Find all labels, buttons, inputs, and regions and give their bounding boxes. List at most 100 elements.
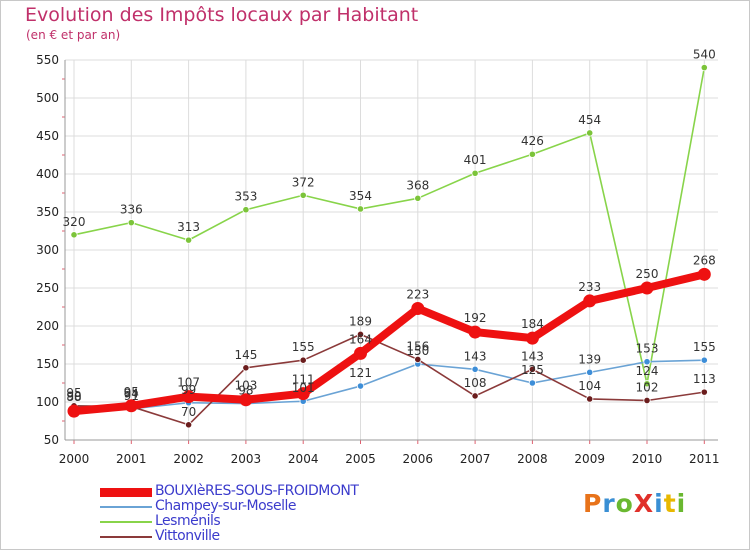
data-label-lesm-nils: 540 <box>693 48 716 62</box>
data-point-bouxi-res-sous-froidmont <box>583 294 597 308</box>
x-tick-label: 2000 <box>59 452 90 466</box>
x-tick-label: 2007 <box>460 452 491 466</box>
data-label-lesm-nils: 320 <box>63 215 86 229</box>
data-label-lesm-nils: 368 <box>406 178 429 192</box>
data-label-champey-sur-moselle: 90 <box>66 390 81 404</box>
data-label-vittonville: 145 <box>234 348 257 362</box>
data-label-lesm-nils: 124 <box>636 364 659 378</box>
data-point-vittonville <box>586 395 594 403</box>
data-label-champey-sur-moselle: 101 <box>292 381 315 395</box>
data-point-bouxi-res-sous-froidmont <box>239 393 253 407</box>
x-tick-label: 2004 <box>288 452 319 466</box>
data-point-lesm-nils <box>127 219 135 227</box>
data-point-champey-sur-moselle <box>586 368 594 376</box>
chart-subtitle: (en € et par an) <box>26 28 121 42</box>
series-line-bouxi-res-sous-froidmont <box>70 270 709 416</box>
data-label-champey-sur-moselle: 150 <box>406 344 429 358</box>
data-label-champey-sur-moselle: 99 <box>181 383 196 397</box>
data-label-bouxi-res-sous-froidmont: 103 <box>234 379 257 393</box>
data-label-champey-sur-moselle: 121 <box>349 366 372 380</box>
data-point-bouxi-res-sous-froidmont <box>697 267 711 281</box>
series-line-vittonville <box>73 333 706 426</box>
y-tick-label: 500 <box>36 91 59 105</box>
data-point-champey-sur-moselle <box>700 356 708 364</box>
legend-swatch <box>100 506 152 508</box>
data-label-lesm-nils: 401 <box>464 153 487 167</box>
legend-label: BOUXIèRES-SOUS-FROIDMONT <box>155 483 359 499</box>
x-tick-label: 2001 <box>116 452 147 466</box>
y-tick-label: 50 <box>44 433 59 447</box>
data-label-bouxi-res-sous-froidmont: 107 <box>177 376 200 390</box>
data-label-vittonville: 102 <box>636 380 659 394</box>
data-point-bouxi-res-sous-froidmont <box>468 325 482 339</box>
data-label-lesm-nils: 426 <box>521 134 544 148</box>
data-label-vittonville: 143 <box>521 349 544 363</box>
data-point-vittonville <box>356 330 365 338</box>
y-tick-label: 400 <box>36 167 59 181</box>
data-point-lesm-nils <box>643 380 651 388</box>
legend-swatch <box>100 487 152 497</box>
data-label-champey-sur-moselle: 155 <box>693 340 716 354</box>
data-label-lesm-nils: 372 <box>292 175 315 189</box>
data-label-lesm-nils: 354 <box>349 189 372 203</box>
data-label-vittonville: 70 <box>181 405 196 419</box>
data-point-lesm-nils <box>242 206 250 214</box>
y-tick-label: 150 <box>36 357 59 371</box>
y-tick-label: 300 <box>36 243 59 257</box>
data-point-lesm-nils <box>299 191 307 199</box>
data-point-vittonville <box>242 364 250 372</box>
legend-swatch <box>100 521 152 523</box>
data-point-vittonville <box>414 355 422 364</box>
data-point-bouxi-res-sous-froidmont <box>182 390 196 404</box>
x-tick-label: 2011 <box>689 452 720 466</box>
data-label-vittonville: 113 <box>693 372 716 386</box>
data-label-vittonville: 156 <box>406 339 429 353</box>
x-tick-label: 2006 <box>403 452 434 466</box>
data-point-bouxi-res-sous-froidmont <box>124 399 138 413</box>
data-point-vittonville <box>471 392 479 400</box>
data-label-bouxi-res-sous-froidmont: 164 <box>349 332 372 346</box>
proxiti-logo: ProXiti <box>583 489 687 518</box>
data-point-lesm-nils <box>700 64 708 72</box>
data-label-bouxi-res-sous-froidmont: 192 <box>464 311 487 325</box>
data-label-bouxi-res-sous-froidmont: 184 <box>521 317 544 331</box>
x-tick-label: 2003 <box>231 452 262 466</box>
data-point-bouxi-res-sous-froidmont <box>296 387 310 401</box>
series-line-champey-sur-moselle <box>73 359 706 411</box>
y-tick-label: 350 <box>36 205 59 219</box>
data-label-lesm-nils: 336 <box>120 203 143 217</box>
data-point-champey-sur-moselle <box>643 358 651 366</box>
data-label-bouxi-res-sous-froidmont: 268 <box>693 253 716 267</box>
data-label-champey-sur-moselle: 98 <box>238 384 253 398</box>
legend-label: Vittonville <box>155 528 220 544</box>
data-point-bouxi-res-sous-froidmont <box>354 346 367 360</box>
data-point-lesm-nils <box>356 205 365 213</box>
data-point-vittonville <box>528 365 537 373</box>
x-tick-label: 2005 <box>345 452 376 466</box>
y-tick-label: 100 <box>36 395 59 409</box>
data-label-bouxi-res-sous-froidmont: 95 <box>124 385 139 399</box>
data-label-vittonville: 104 <box>578 379 601 393</box>
legend-label: Lesménils <box>155 513 221 529</box>
data-point-vittonville <box>700 388 708 396</box>
data-label-vittonville: 95 <box>66 386 81 400</box>
data-label-vittonville: 189 <box>349 314 372 328</box>
data-point-lesm-nils <box>414 194 422 202</box>
y-tick-label: 200 <box>36 319 59 333</box>
data-label-bouxi-res-sous-froidmont: 111 <box>292 373 315 387</box>
data-label-bouxi-res-sous-froidmont: 88 <box>66 390 81 404</box>
data-point-lesm-nils <box>70 231 78 239</box>
line-chart: 50 100 150 200 250 300 350 400 450 500 550 2000 2001… <box>36 48 720 466</box>
data-point-bouxi-res-sous-froidmont <box>67 404 81 418</box>
legend-swatch <box>100 536 152 538</box>
data-point-lesm-nils <box>185 236 193 244</box>
data-label-lesm-nils: 454 <box>578 113 601 127</box>
data-point-lesm-nils <box>471 169 479 177</box>
data-point-vittonville <box>299 356 307 364</box>
data-label-lesm-nils: 353 <box>234 190 257 204</box>
data-label-vittonville: 94 <box>124 387 139 401</box>
data-label-champey-sur-moselle: 91 <box>124 389 139 403</box>
x-tick-label: 2002 <box>173 452 204 466</box>
data-label-bouxi-res-sous-froidmont: 250 <box>636 267 659 281</box>
data-label-champey-sur-moselle: 153 <box>636 342 659 356</box>
